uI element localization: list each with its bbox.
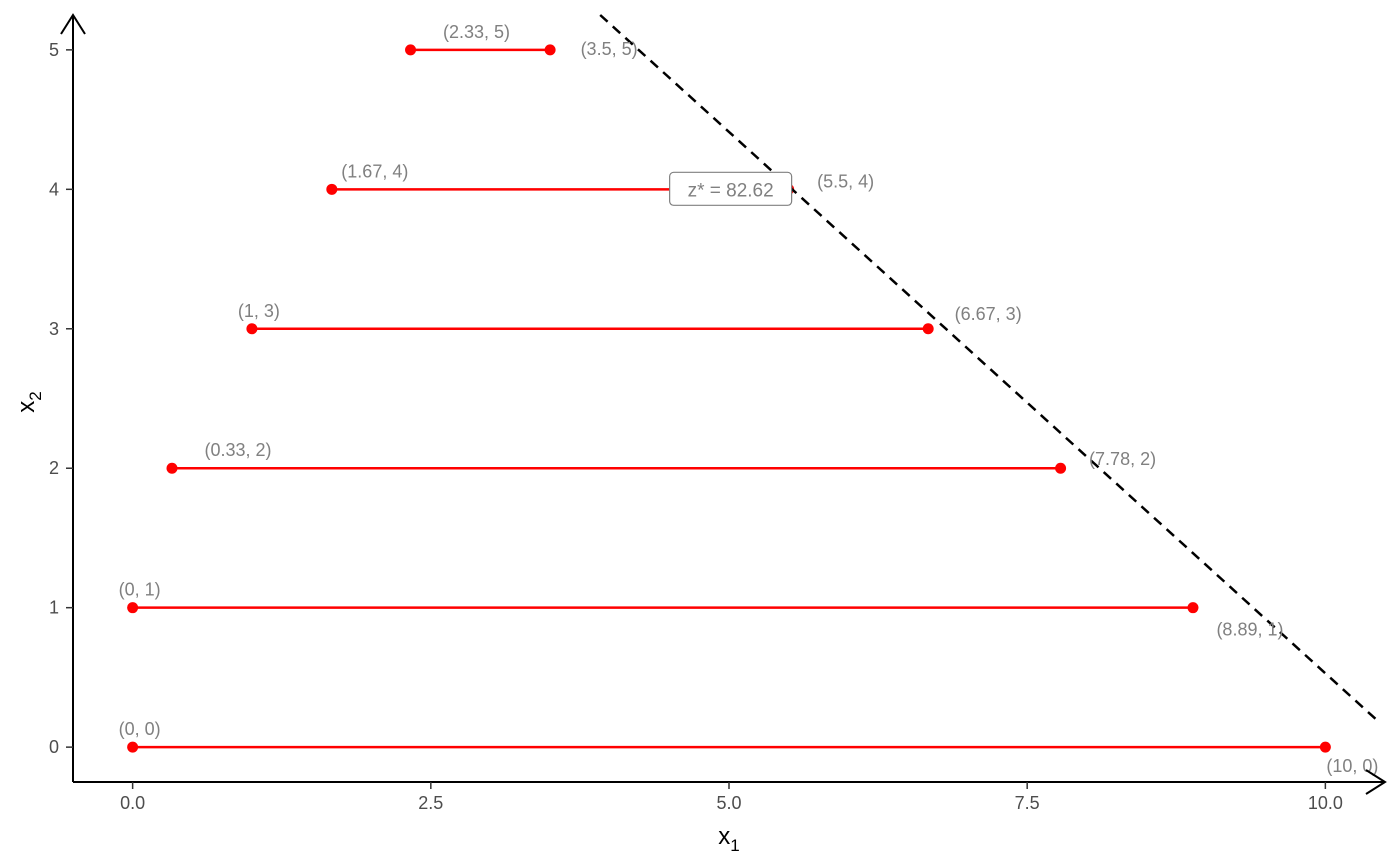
segment-start-point xyxy=(127,602,139,614)
segment-start-point xyxy=(127,741,139,753)
segment-start-label: (0, 0) xyxy=(119,719,161,739)
x-tick-label: 7.5 xyxy=(1015,793,1040,813)
x-axis-title-main: x xyxy=(718,823,730,850)
objective-line xyxy=(599,14,1380,723)
objective-value-label: z* = 82.62 xyxy=(669,171,793,206)
y-tick-label: 4 xyxy=(49,179,59,199)
x-tick-label: 2.5 xyxy=(418,793,443,813)
segments-layer xyxy=(127,44,1331,753)
y-axis-title-main: x xyxy=(13,401,40,413)
y-tick-label: 5 xyxy=(49,40,59,60)
segment-end-point xyxy=(1055,462,1067,474)
segment-end-label: (8.89, 1) xyxy=(1216,620,1283,640)
segment-end-label: (3.5, 5) xyxy=(581,39,638,59)
x-axis-title: x1 xyxy=(718,823,739,855)
segment-end-point xyxy=(1319,741,1331,753)
segment-start-point xyxy=(166,462,178,474)
segment-start-label: (1, 3) xyxy=(238,301,280,321)
segment-end-label: (10, 0) xyxy=(1326,756,1378,776)
x-tick-label: 0.0 xyxy=(120,793,145,813)
segment-start-point xyxy=(246,323,258,335)
x-tick-label: 10.0 xyxy=(1308,793,1343,813)
segment-end-label: (5.5, 4) xyxy=(817,171,874,191)
segment-start-label: (2.33, 5) xyxy=(443,22,510,42)
segment-start-point xyxy=(326,183,338,195)
x-axis-arrow xyxy=(1365,769,1387,795)
segment-end-label: (6.67, 3) xyxy=(955,304,1022,324)
x-tick-label: 5.0 xyxy=(716,793,741,813)
segment-end-point xyxy=(922,323,934,335)
objective-value-text: z* = 82.62 xyxy=(688,180,774,201)
objective-line-layer xyxy=(599,14,1380,723)
y-tick-label: 0 xyxy=(49,737,59,757)
segment-end-point xyxy=(544,44,556,56)
segment-start-label: (0, 1) xyxy=(119,580,161,600)
segment-end-label: (7.78, 2) xyxy=(1089,449,1156,469)
y-axis-title: x2 xyxy=(13,391,45,412)
y-tick-label: 2 xyxy=(49,458,59,478)
y-axis-title-subscript: 2 xyxy=(26,391,45,400)
x-axis-title-subscript: 1 xyxy=(730,836,739,855)
segment-start-label: (1.67, 4) xyxy=(341,161,408,181)
ticks-layer: 0.0 2.5 5.0 7.5 10.0 0 1 2 3 4 5 xyxy=(49,40,1343,813)
y-tick-label: 1 xyxy=(49,598,59,618)
y-tick-label: 3 xyxy=(49,319,59,339)
segment-end-point xyxy=(1187,602,1199,614)
axes-layer xyxy=(60,13,1387,795)
segment-start-label: (0.33, 2) xyxy=(204,440,271,460)
segment-start-point xyxy=(405,44,417,56)
y-axis-arrow xyxy=(60,13,86,35)
objective-value-box xyxy=(669,171,793,206)
point-labels-layer: (0, 0) (10, 0) (0, 1) (8.89, 1) (0.33, 2) (7.… xyxy=(119,22,1379,776)
